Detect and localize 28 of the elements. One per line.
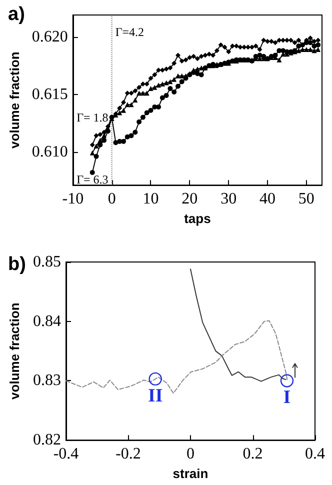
x-tick-label: 0: [108, 190, 116, 208]
y-axis-title: volume fraction: [7, 52, 22, 148]
annotation: I: [283, 387, 291, 408]
x-tick-label: 10: [142, 190, 159, 208]
x-tick-label: -0.2: [116, 446, 141, 463]
x-tick-label: -10: [62, 190, 84, 208]
y-tick-label: 0.84: [33, 312, 61, 330]
x-tick-label: 0: [186, 446, 194, 463]
y-tick-label: 0.610: [32, 143, 68, 160]
chart-title: a): [8, 4, 25, 25]
annotation: Γ= 1.8: [76, 110, 108, 124]
y-tick-label: 0.83: [33, 372, 61, 390]
chart-title: b): [8, 254, 26, 275]
x-tick-label: 20: [182, 190, 198, 208]
annotation: II: [148, 385, 163, 406]
y-axis-title: volume fraction: [7, 302, 22, 400]
annotation: Γ=4.2: [115, 25, 144, 40]
annotation: Γ= 6.3: [76, 172, 108, 186]
x-tick-label: 50: [298, 190, 314, 208]
y-tick-label: 0.620: [32, 28, 68, 46]
y-tick-label: 0.615: [32, 86, 68, 103]
x-tick-label: 0.4: [305, 446, 325, 463]
x-axis-title: taps: [184, 211, 211, 226]
x-tick-label: 40: [260, 190, 276, 208]
x-tick-label: 30: [220, 190, 237, 208]
x-axis-title: strain: [172, 466, 208, 481]
y-tick-label: 0.85: [33, 254, 61, 270]
x-tick-label: 0.2: [242, 446, 263, 463]
